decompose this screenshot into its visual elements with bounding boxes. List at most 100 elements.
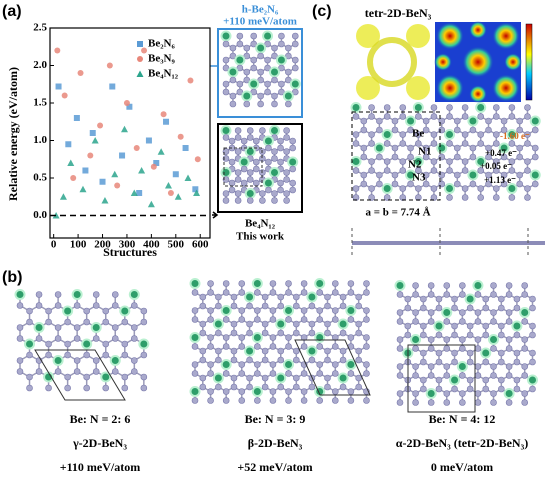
atom: [373, 142, 385, 154]
atom: [261, 374, 269, 382]
point: [77, 70, 84, 76]
atom: [102, 318, 110, 326]
atom: [269, 370, 277, 377]
atom: [264, 80, 271, 88]
atom: [482, 385, 490, 393]
atom: [265, 144, 272, 152]
legend-marker: [137, 56, 143, 62]
atom: [283, 148, 290, 155]
atom: [234, 176, 242, 183]
atom: [347, 289, 355, 296]
atom: [220, 305, 232, 316]
atom: [529, 304, 536, 312]
point: [106, 62, 113, 69]
atom: [228, 158, 236, 166]
atom: [293, 374, 300, 382]
atom: [244, 345, 256, 357]
atom: [368, 140, 375, 147]
atom: [331, 361, 339, 368]
atom: [415, 185, 422, 192]
atom: [412, 399, 419, 406]
atom: [234, 127, 242, 134]
atom: [529, 322, 536, 330]
atom: [285, 388, 292, 395]
atom: [441, 307, 453, 318]
atom: [394, 280, 406, 291]
atom: [238, 388, 246, 395]
atom: [269, 343, 277, 350]
atom: [300, 388, 308, 395]
atom: [485, 153, 492, 161]
atom: [300, 343, 308, 350]
atom: [278, 32, 285, 40]
atom: [26, 373, 33, 381]
atom: [222, 370, 230, 377]
atom: [347, 334, 355, 341]
atom: [355, 293, 362, 301]
atom: [300, 307, 308, 314]
atom: [498, 385, 505, 393]
atom: [521, 390, 529, 397]
atom: [363, 280, 370, 287]
atom: [308, 383, 316, 391]
atom: [396, 372, 404, 379]
atom: [254, 316, 261, 323]
atom: [492, 140, 500, 147]
atom: [102, 307, 110, 315]
atom: [199, 383, 207, 391]
point: [67, 159, 75, 166]
atom: [475, 156, 487, 167]
atom: [324, 356, 331, 364]
atom: [404, 295, 412, 303]
atom: [140, 373, 148, 381]
atom: [345, 359, 357, 370]
atom: [498, 304, 505, 312]
atom: [254, 361, 261, 368]
atom: [477, 113, 485, 120]
atom: [285, 280, 292, 287]
atom: [498, 376, 505, 384]
atom: [456, 361, 468, 372]
atom: [513, 349, 521, 357]
atom: [391, 117, 399, 125]
atom: [293, 320, 300, 328]
atom: [490, 399, 497, 406]
atom: [443, 282, 451, 289]
atom: [466, 331, 474, 339]
atom: [451, 295, 458, 303]
atom: [92, 291, 100, 298]
atom: [24, 338, 36, 350]
atom: [516, 171, 523, 179]
atom: [492, 104, 500, 111]
atom: [111, 335, 119, 342]
atom: [412, 390, 419, 397]
atom: [316, 361, 324, 368]
atom: [363, 334, 370, 341]
atom: [324, 329, 331, 337]
atom: [254, 307, 261, 314]
atom: [228, 179, 236, 187]
atom: [422, 126, 430, 134]
atom: [207, 316, 214, 323]
atom: [513, 385, 521, 393]
atom: [253, 137, 260, 145]
atom: [529, 115, 541, 127]
atom: [14, 289, 26, 300]
y-tick-label: 2.5: [33, 22, 47, 34]
caption: β-2D-BeN₃: [248, 436, 303, 450]
atom: [412, 282, 419, 289]
atom: [331, 307, 339, 314]
atom: [308, 320, 316, 328]
atom: [505, 318, 513, 325]
atom: [505, 282, 513, 289]
atom: [485, 144, 492, 152]
atom: [278, 80, 285, 88]
atom: [360, 126, 368, 134]
atom: [477, 140, 485, 147]
atom: [222, 134, 230, 141]
atom: [254, 343, 261, 350]
atom: [521, 399, 529, 406]
atom: [269, 334, 277, 341]
atom: [111, 324, 119, 331]
atom: [505, 336, 513, 343]
